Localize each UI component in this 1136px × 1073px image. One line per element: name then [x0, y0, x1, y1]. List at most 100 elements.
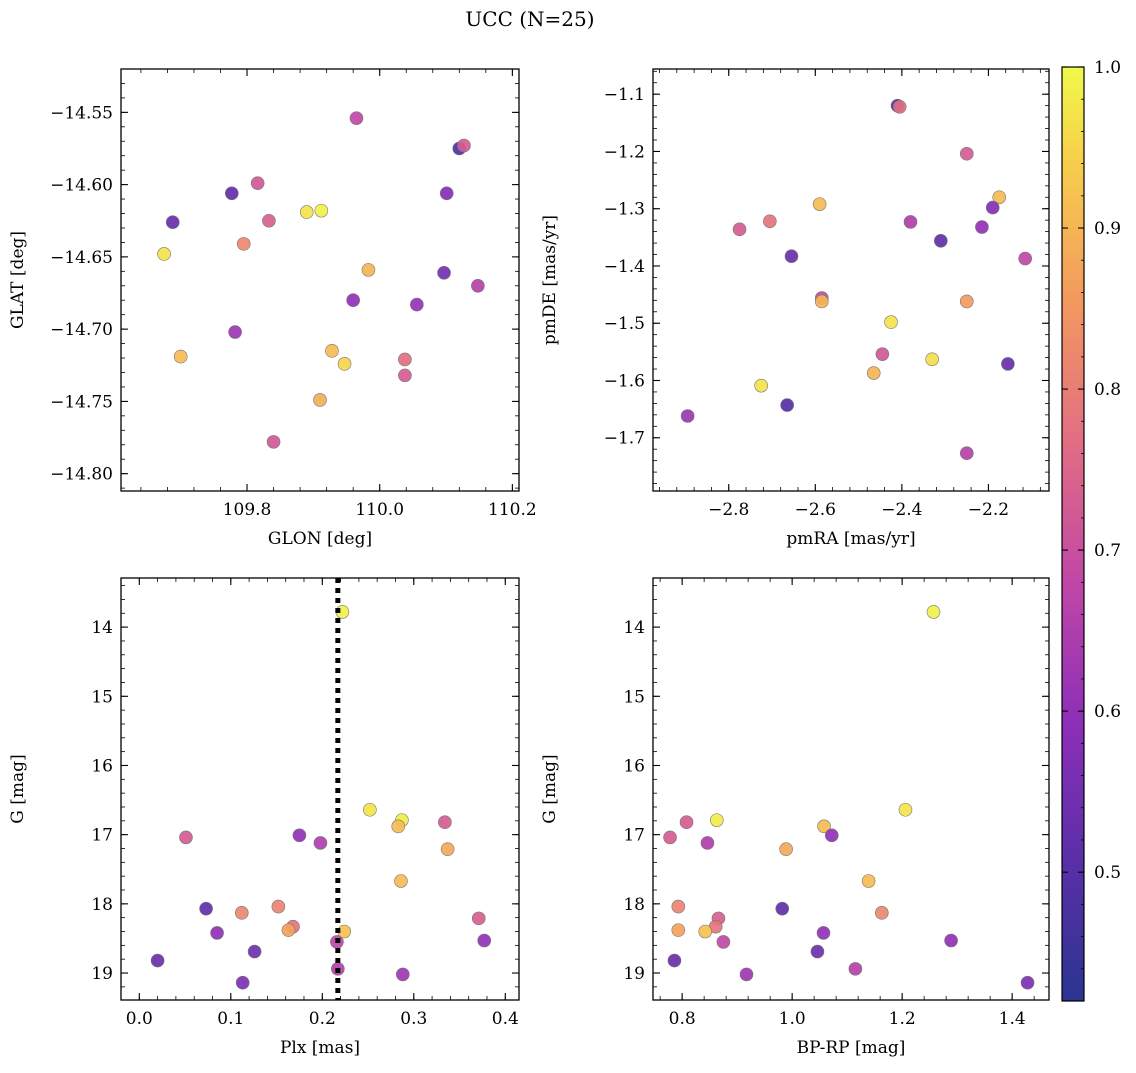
data-point — [874, 906, 889, 920]
y-axis-label: pmDE [mas/yr] — [540, 215, 560, 345]
x-tick-label: −2.4 — [881, 500, 922, 520]
data-point — [861, 874, 876, 888]
panel-pmra-pmde: −2.8 −2.6 −2.4 −2.2 −1.1 −1.2 −1.3 −1.4 −1.5 −1.6… — [540, 68, 1050, 549]
axes-frame — [120, 577, 520, 1001]
data-point — [235, 975, 250, 990]
y-tick-label: −1.2 — [604, 142, 645, 162]
data-point — [679, 815, 694, 830]
data-point — [199, 901, 213, 916]
data-point — [812, 197, 827, 211]
data-point — [439, 186, 454, 201]
data-point — [884, 315, 898, 329]
data-point — [698, 924, 713, 939]
data-point — [457, 138, 471, 153]
data-point — [440, 842, 455, 856]
data-point — [925, 352, 939, 367]
data-point — [313, 836, 328, 850]
y-tick-label: −1.4 — [604, 257, 645, 277]
data-point — [700, 836, 715, 850]
data-point — [314, 203, 329, 218]
data-point — [271, 899, 286, 914]
colorbar-tick-label: 1.0 — [1094, 58, 1121, 78]
data-point — [363, 802, 377, 817]
data-point — [875, 347, 890, 361]
data-point — [814, 294, 829, 309]
data-point — [732, 222, 747, 237]
x-tick-label: 1.2 — [889, 1009, 916, 1029]
data-point — [671, 899, 686, 914]
x-tick-label: −2.6 — [795, 500, 836, 520]
axes-frame — [652, 68, 1050, 492]
data-point — [944, 933, 958, 948]
data-point — [934, 233, 948, 248]
colorbar-tick-label: 0.8 — [1094, 380, 1121, 400]
data-point — [236, 237, 251, 251]
y-tick-label: −1.5 — [604, 314, 645, 334]
data-point — [438, 815, 452, 830]
data-point — [903, 215, 918, 229]
data-point — [898, 802, 913, 817]
x-tick-label: 0.3 — [400, 1009, 427, 1029]
x-tick-label: 1.0 — [779, 1009, 806, 1029]
data-point — [398, 368, 412, 383]
x-tick-label: −2.2 — [968, 500, 1009, 520]
x-axis-label: pmRA [mas/yr] — [786, 529, 915, 549]
y-tick-label: 15 — [91, 687, 113, 707]
y-tick-label: −14.75 — [50, 392, 113, 412]
figure-title: UCC (N=25) — [465, 7, 594, 31]
x-tick-label: 0.0 — [126, 1009, 153, 1029]
y-tick-label: 14 — [91, 618, 113, 638]
colorbar-tick-label: 0.5 — [1094, 863, 1121, 883]
data-point — [992, 190, 1007, 205]
data-point — [394, 874, 408, 888]
data-point — [224, 186, 239, 201]
data-point — [892, 99, 907, 114]
data-point — [410, 297, 424, 312]
data-point — [739, 967, 754, 982]
data-point — [437, 265, 451, 280]
data-point — [396, 967, 410, 982]
x-tick-label: 0.2 — [309, 1009, 336, 1029]
data-point — [337, 357, 352, 371]
data-point — [817, 819, 831, 834]
y-axis-label: GLAT [deg] — [8, 231, 28, 329]
data-point — [959, 446, 974, 461]
x-tick-label: 1.4 — [999, 1009, 1026, 1029]
data-point — [247, 944, 262, 959]
data-point — [313, 393, 327, 407]
data-point — [398, 352, 412, 367]
data-point — [848, 962, 863, 976]
data-point — [165, 215, 180, 229]
colorbar-tick-label: 0.9 — [1094, 219, 1121, 239]
y-tick-label: −14.65 — [50, 248, 113, 268]
panel-bprp-g: 0.8 1.0 1.2 1.4 14 15 16 17 18 19 BP-RP [mag] G [ma… — [540, 577, 1050, 1058]
data-point — [810, 944, 825, 959]
data-point — [361, 263, 376, 277]
data-point — [754, 378, 768, 393]
axes-frame — [120, 68, 520, 492]
data-point — [824, 828, 839, 843]
y-tick-label: −14.70 — [50, 320, 113, 340]
data-point — [663, 830, 677, 845]
data-point — [391, 819, 406, 834]
data-point — [157, 247, 171, 261]
data-point — [680, 409, 695, 423]
data-point — [763, 214, 777, 229]
data-point — [234, 906, 249, 920]
panel-glon-glat: 109.8 110.0 110.2 −14.55 −14.60 −14.65 −14.70 −… — [8, 68, 537, 549]
x-tick-label: 109.8 — [223, 500, 272, 520]
y-tick-label: −1.3 — [604, 200, 645, 220]
y-tick-label: 16 — [91, 756, 113, 776]
y-tick-label: −14.60 — [50, 176, 113, 196]
data-point — [299, 205, 314, 219]
y-tick-label: 14 — [623, 618, 645, 638]
y-tick-label: −1.7 — [604, 429, 645, 449]
y-tick-label: 15 — [623, 687, 645, 707]
y-tick-label: −14.55 — [50, 103, 113, 123]
data-point — [1020, 975, 1035, 990]
y-tick-label: 18 — [91, 895, 113, 915]
y-tick-label: 16 — [623, 756, 645, 776]
y-axis-label: G [mag] — [8, 754, 28, 823]
colorbar-gradient — [1061, 66, 1085, 1002]
